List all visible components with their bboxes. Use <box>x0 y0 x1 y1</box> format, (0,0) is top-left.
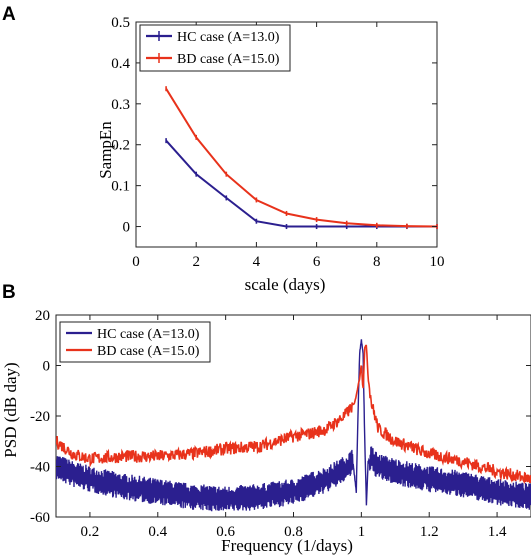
panel-a-ytick-label: 0 <box>123 220 131 236</box>
panel-a-letter: A <box>2 4 16 25</box>
panel-b-ytick-label: 20 <box>35 308 50 324</box>
panel-b-legend: HC case (A=13.0) BD case (A=15.0) <box>59 321 211 363</box>
panel-b-legend-label: HC case (A=13.0) <box>97 327 200 342</box>
panel-b-ylabel: PSD (dB day) <box>1 362 20 457</box>
panel-a-ytick-label: 0.2 <box>111 138 130 154</box>
panel-a-ytick-label: 0.1 <box>111 179 130 195</box>
panel-b-ytick-label: 0 <box>43 359 51 375</box>
panel-b-series-line <box>56 339 531 512</box>
panel-a-xtick-label: 8 <box>373 254 381 270</box>
panel-a-xtick-label: 10 <box>430 254 445 270</box>
panel-a-ticks: 0 2 4 6 8 10 0 0.1 0.2 0.3 0.4 0.5 <box>111 15 444 270</box>
panel-a-ytick-label: 0.4 <box>111 56 130 72</box>
panel-b-legend-label: BD case (A=15.0) <box>97 344 200 359</box>
panel-a-xtick-label: 6 <box>313 254 321 270</box>
panel-b-legend-box <box>59 321 211 363</box>
panel-b-xtick-label: 1 <box>358 524 366 540</box>
panel-a-legend: HC case (A=13.0) BD case (A=15.0) <box>139 24 291 72</box>
panel-a-xtick-label: 2 <box>192 254 200 270</box>
panel-a-legend-box <box>139 24 291 72</box>
panel-b-series-line <box>56 344 531 485</box>
panel-a-xtick-label: 0 <box>132 254 140 270</box>
panel-b-ticks: 0.2 0.4 0.6 0.8 1 1.2 1.4 -60 -40 -20 0 20 <box>30 308 531 540</box>
panel-a-legend-label: BD case (A=15.0) <box>177 52 280 67</box>
panel-b-xlabel: Frequency (1/days) <box>221 536 353 555</box>
panel-b-xtick-label: 1.2 <box>420 524 439 540</box>
panel-b-ytick-label: -20 <box>30 409 50 425</box>
panel-a-series-line <box>165 88 438 228</box>
panel-b-xtick-label: 0.2 <box>81 524 100 540</box>
panel-b-xtick-label: 0.4 <box>148 524 167 540</box>
panel-a-ytick-label: 0.5 <box>111 15 130 31</box>
panel-a-legend-label: HC case (A=13.0) <box>177 30 280 45</box>
panel-b: B 0.2 0.4 0.6 0.8 1 1.2 1.4 -60 -40 -20 0 20 Freque… <box>1 282 531 555</box>
panel-b-letter: B <box>2 282 16 303</box>
panel-b-xtick-label: 0.6 <box>216 524 235 540</box>
panel-b-xtick-label: 1.4 <box>488 524 507 540</box>
panel-b-ytick-label: -40 <box>30 460 50 476</box>
panel-a-xlabel: scale (days) <box>245 275 326 294</box>
panel-b-ytick-label: -60 <box>30 510 50 526</box>
panel-a-ylabel: SampEn <box>96 121 115 179</box>
panel-a: A 0 2 4 6 8 10 0 0.1 0.2 0.3 0.4 0.5 scale (days) S… <box>2 4 445 294</box>
panel-a-xtick-label: 4 <box>253 254 261 270</box>
panel-b-xtick-label: 0.8 <box>284 524 303 540</box>
panel-a-ytick-label: 0.3 <box>111 97 130 113</box>
